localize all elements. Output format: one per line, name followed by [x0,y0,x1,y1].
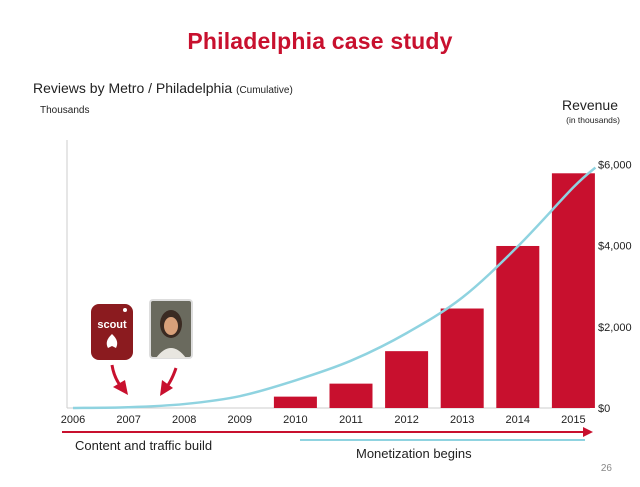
right-tick-0: $0 [598,403,610,415]
bar-2014 [496,245,540,408]
bar-2012 [385,351,429,408]
bar-2013 [440,308,484,408]
x-tick-2011: 2011 [339,414,363,426]
page-number: 26 [600,463,612,474]
reviews-line [72,166,597,410]
pointer-arrowhead-2007 [113,380,128,395]
pointer-arrowhead-2008 [160,380,173,396]
chart-subtitle: Reviews by Metro / Philadelphia (Cumulat… [33,80,293,96]
x-tick-2009: 2009 [228,414,252,426]
phase-1-label: Content and traffic build [75,438,213,453]
x-tick-2010: 2010 [283,414,307,426]
subtitle-main: Reviews by Metro / Philadelphia [33,80,233,96]
x-tick-2015: 2015 [561,414,585,426]
person-photo-icon [149,299,193,359]
x-tick-2013: 2013 [450,414,474,426]
x-tick-2014: 2014 [506,414,530,426]
subtitle-note: (Cumulative) [236,85,293,96]
x-tick-2007: 2007 [116,414,140,426]
revenue-units: (in thousands) [566,115,620,125]
right-tick-4000: $4,000 [598,241,632,253]
bar-2015 [551,173,595,408]
bar-2011 [329,383,373,408]
right-tick-2000: $2,000 [598,322,632,334]
revenue-title: Revenue [561,97,618,113]
bar-2010 [273,396,317,408]
right-tick-6000: $6,000 [598,159,632,171]
x-tick-labels: 2006 2007 2008 2009 2010 2011 2012 2013 2014 2015 [61,414,586,426]
left-units-label: Thousands [40,105,90,116]
phase-1-arrow-head [583,427,593,437]
phase-2-label: Monetization begins [356,446,472,461]
slide-title: Philadelphia case study [187,28,453,54]
right-tick-labels: $0 $2,000 $4,000 $6,000 [598,159,632,415]
svg-text:scout: scout [97,319,127,331]
x-tick-2012: 2012 [394,414,418,426]
scout-logo-icon: scout [91,304,133,360]
bars-group [273,173,595,408]
x-tick-2008: 2008 [172,414,196,426]
x-tick-2006: 2006 [61,414,85,426]
